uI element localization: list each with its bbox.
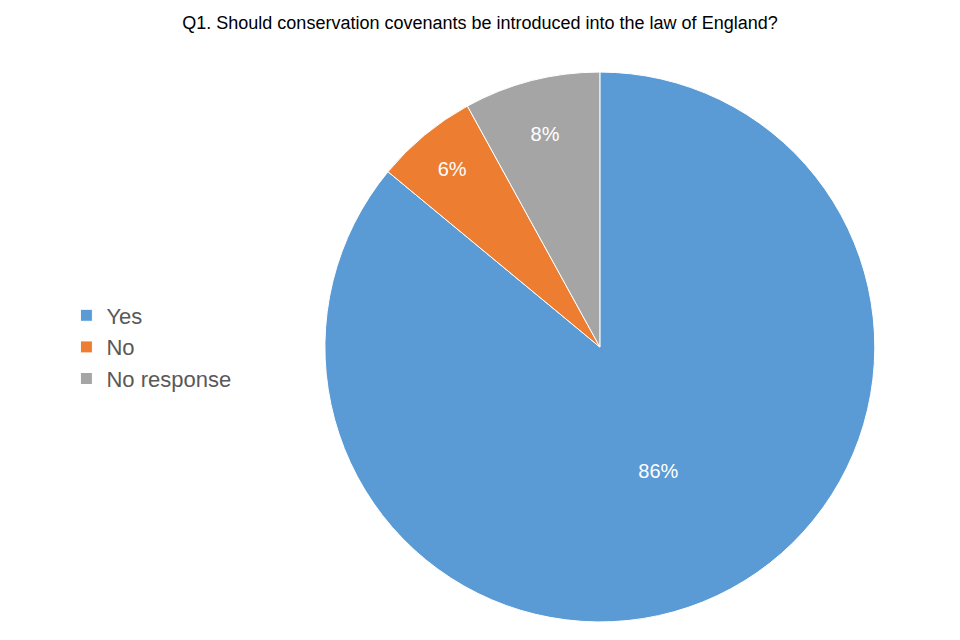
svg-text:No: No xyxy=(106,335,134,360)
svg-text:86%: 86% xyxy=(638,460,678,482)
svg-text:8%: 8% xyxy=(531,123,560,145)
svg-text:Yes: Yes xyxy=(106,304,142,329)
svg-text:Q1. Should conservation covena: Q1. Should conservation covenants be int… xyxy=(182,13,777,33)
svg-text:No response: No response xyxy=(106,367,231,392)
svg-text:6%: 6% xyxy=(438,158,467,180)
